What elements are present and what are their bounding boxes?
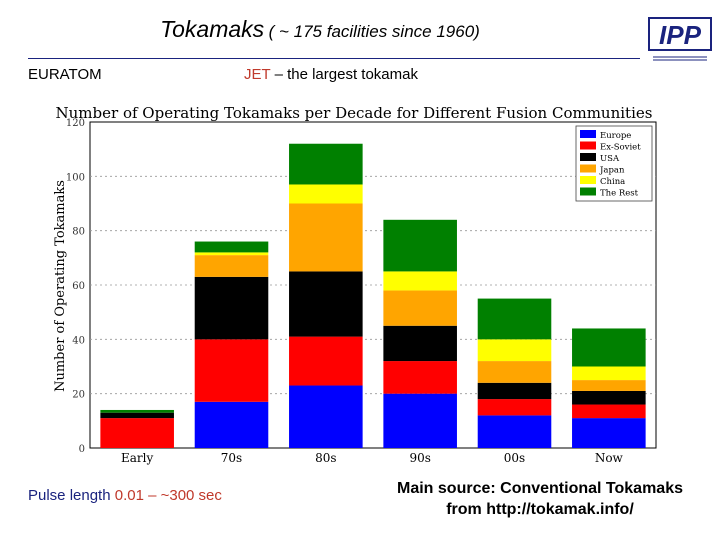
bar-segment [289, 271, 363, 337]
source-line-2: from http://tokamak.info/ [446, 501, 634, 518]
bar-segment [194, 255, 269, 277]
bar-segment [289, 184, 363, 204]
x-tick-label: Early [121, 451, 153, 465]
y-tick-label: 80 [72, 227, 85, 238]
y-tick-labels: 0 20 40 60 80 100 120 [66, 118, 85, 455]
y-tick-label: 20 [72, 390, 85, 401]
bar-segment [289, 203, 363, 272]
bar-segment [572, 328, 646, 367]
org-label: EURATOM [28, 66, 102, 83]
bar-segment [289, 336, 363, 386]
legend-entry: China [600, 177, 625, 187]
legend-swatch [580, 164, 596, 173]
y-tick-label: 100 [66, 172, 85, 183]
legend-swatch [580, 153, 596, 161]
bar-segment [100, 418, 174, 448]
x-tick-label: 70s [221, 451, 242, 465]
legend-entry: Ex-Soviet [600, 143, 641, 153]
x-tick-label: Now [595, 451, 624, 465]
bar-segment [194, 252, 269, 256]
bar-segment [477, 399, 552, 416]
bar-segment [572, 380, 646, 391]
jet-caption: JET – the largest tokamak [244, 66, 418, 83]
x-tick-label: 90s [409, 451, 430, 465]
legend-entry: USA [600, 154, 620, 164]
tokamak-chart: Number of Operating Tokamaks per Decade … [53, 104, 657, 465]
bar-segment [477, 339, 552, 362]
bar-segment [100, 412, 174, 419]
x-tick-labels: Early 70s 80s 90s 00s Now [121, 451, 624, 465]
bar-segment [383, 325, 457, 362]
bars [100, 143, 646, 448]
legend-swatch [580, 176, 596, 184]
y-tick-label: 0 [79, 444, 85, 455]
logo-text: IPP [659, 20, 702, 50]
bar-segment [477, 361, 552, 383]
x-tick-label: 00s [504, 451, 525, 465]
bar-segment [194, 276, 269, 340]
bar-segment [477, 298, 552, 340]
legend-entry: Japan [599, 166, 625, 176]
pulse-length: Pulse length 0.01 – ~300 sec [28, 487, 222, 504]
bar-segment [383, 393, 457, 448]
bar-segment [572, 366, 646, 381]
bar-segment [383, 361, 457, 394]
chart-title: Number of Operating Tokamaks per Decade … [56, 104, 653, 122]
bar-segment [289, 143, 363, 185]
y-tick-label: 120 [66, 118, 85, 129]
slide-title-main: Tokamaks [160, 16, 265, 42]
bar-segment [572, 390, 646, 405]
bar-segment [477, 382, 552, 400]
slide-title: Tokamaks ( ~ 175 facilities since 1960) [0, 16, 640, 43]
legend-swatch [580, 187, 596, 196]
legend-entry: The Rest [600, 189, 639, 199]
pulse-value: 0.01 – ~300 sec [114, 487, 222, 504]
bar-segment [100, 409, 174, 413]
pulse-label: Pulse length [28, 487, 115, 504]
ipp-logo: IPP [648, 17, 712, 61]
x-tick-label: 80s [315, 451, 336, 465]
bar-segment [477, 415, 552, 448]
source-note: Main source: Conventional Tokamaks from … [360, 478, 720, 520]
bar-segment [383, 271, 457, 291]
bar-segment [194, 241, 269, 253]
y-tick-label: 40 [72, 335, 85, 346]
grid-lines [90, 175, 656, 395]
bar-segment [572, 404, 646, 419]
bar-segment [194, 401, 269, 448]
bar-segment [383, 290, 457, 326]
bar-segment [383, 219, 457, 272]
legend-swatch [580, 141, 596, 150]
y-tick-label: 60 [72, 281, 85, 292]
title-divider [28, 58, 640, 59]
bar-segment [572, 418, 646, 448]
bar-segment [289, 385, 363, 448]
legend-swatch [580, 130, 596, 138]
slide-title-sub: ( ~ 175 facilities since 1960) [268, 22, 480, 41]
source-line-1: Main source: Conventional Tokamaks [397, 480, 683, 497]
y-axis-label: Number of Operating Tokamaks [53, 180, 68, 392]
legend-entry: Europe [600, 131, 631, 141]
bar-segment [194, 339, 269, 402]
jet-label: JET [244, 66, 271, 83]
jet-description: – the largest tokamak [270, 66, 418, 83]
